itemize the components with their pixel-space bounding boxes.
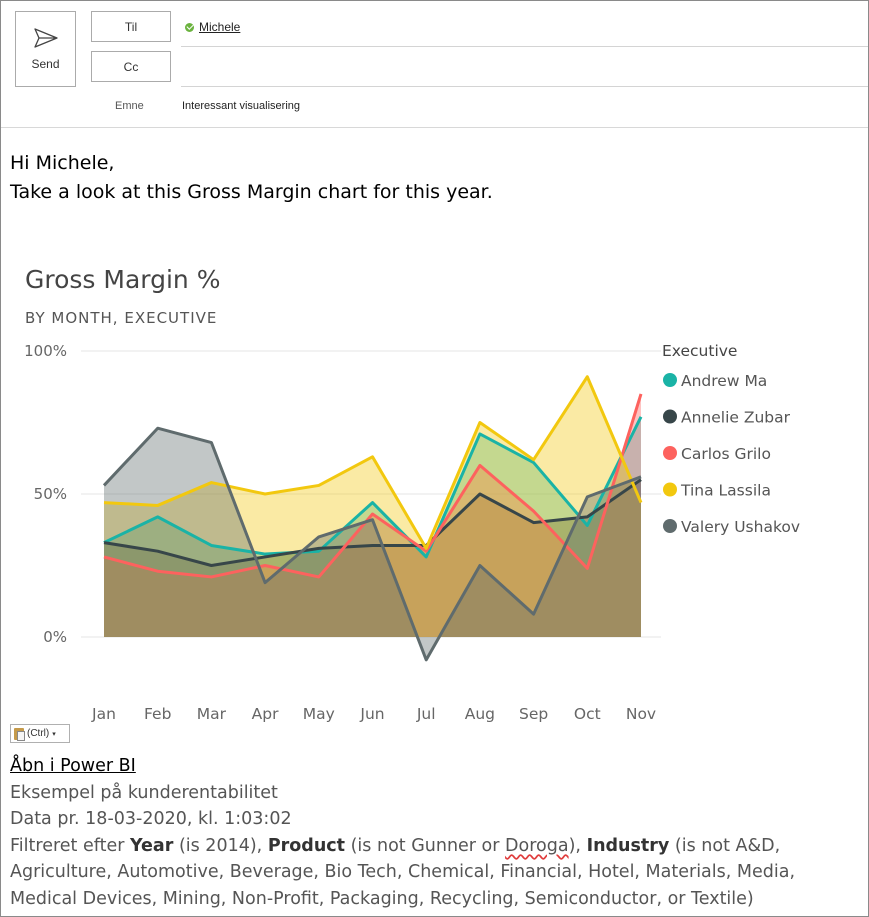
x-tick-label: Oct [574,705,601,723]
spellcheck-word: Doroga [505,835,569,856]
y-tick-label: 0% [43,628,67,646]
filter-prefix: Filtreret efter [10,835,125,856]
chart-subtitle: BY MONTH, EXECUTIVE [25,309,218,327]
clipboard-icon [14,727,25,741]
data-timestamp: Data pr. 18-03-2020, kl. 1:03:02 [10,809,292,829]
legend-label: Andrew Ma [681,372,767,390]
x-tick-label: Jun [359,705,384,723]
chevron-down-icon: ▾ [52,730,56,738]
x-tick-label: Jul [416,705,436,723]
x-tick-label: Feb [144,705,171,723]
cc-button[interactable]: Cc [91,51,171,82]
filter-industry-value: (is not A&D, Agriculture, Automotive, Be… [10,835,796,909]
area-andrew-ma[interactable] [104,416,641,637]
filter-product-value: (is not Gunner or [350,835,500,856]
x-tick-label: Sep [519,705,548,723]
line-annelie-zubar[interactable] [103,478,642,567]
header-divider [1,127,868,128]
legend-label: Valery Ushakov [681,518,800,536]
x-tick-label: Mar [197,705,227,723]
filter-product-close: ), [568,835,581,856]
legend-item[interactable]: Tina Lassila [663,482,771,500]
open-in-power-bi-link[interactable]: Åbn i Power BI [10,756,136,776]
line-carlos-grilo[interactable] [103,393,643,579]
legend-item[interactable]: Annelie Zubar [663,409,791,427]
filter-year-value: (is 2014), [178,835,263,856]
filter-year-label: Year [129,835,174,856]
y-tick-label: 100% [24,342,67,360]
y-tick-label: 50% [34,485,67,503]
filter-description: Filtreret efter Year (is 2014), Product … [10,833,860,913]
presence-available-icon [185,22,194,32]
subject-input[interactable]: Interessant visualisering [182,100,301,112]
legend-item[interactable]: Carlos Grilo [663,445,771,463]
send-button[interactable]: Send [15,11,76,87]
legend-swatch [663,519,677,533]
cc-field-divider [181,86,868,87]
line-valery-ushakov[interactable] [102,426,642,662]
subject-label: Emne [115,100,144,112]
legend-swatch [663,373,677,387]
legend-label: Carlos Grilo [681,445,771,463]
x-tick-label: Nov [626,705,656,723]
report-name: Eksempel på kunderentabilitet [10,782,278,803]
legend-swatch [663,409,677,424]
filter-product-label: Product [267,835,346,856]
recipient-name[interactable]: Michele [199,20,241,34]
x-tick-label: Jan [91,705,116,723]
legend-label: Tina Lassila [680,482,771,500]
greeting-line: Hi Michele, [10,152,115,174]
x-tick-label: May [303,705,335,723]
to-field-divider [181,46,868,47]
x-tick-label: Aug [465,705,495,723]
legend-title: Executive [662,342,737,360]
paste-options-button[interactable]: (Ctrl) ▾ [10,724,70,743]
legend-label: Annelie Zubar [681,409,791,427]
report-footer: Åbn i Power BI Eksempel på kunderentabil… [10,753,860,912]
filter-industry-label: Industry [586,835,670,856]
send-icon [33,28,58,48]
x-tick-label: Apr [252,705,279,723]
area-annelie-zubar[interactable] [104,479,641,637]
legend-item[interactable]: Valery Ushakov [663,518,800,536]
legend-swatch [663,482,677,497]
legend-swatch [663,446,677,460]
line-andrew-ma[interactable] [103,416,643,559]
paste-options-label: (Ctrl) [27,728,50,739]
line-tina-lassila[interactable] [103,375,643,550]
to-button[interactable]: Til [91,11,171,42]
chart-title: Gross Margin % [25,265,221,294]
intro-line: Take a look at this Gross Margin chart f… [10,181,493,203]
recipient-chip[interactable]: Michele [185,20,240,34]
send-label: Send [31,57,60,71]
gross-margin-chart: 100% 50% 0% Jan Feb Mar Apr May Jun Jul Aug Sep Oct N… [24,342,800,723]
message-body-text[interactable]: Hi Michele, Take a look at this Gross Ma… [10,149,493,207]
legend-item[interactable]: Andrew Ma [663,372,767,390]
